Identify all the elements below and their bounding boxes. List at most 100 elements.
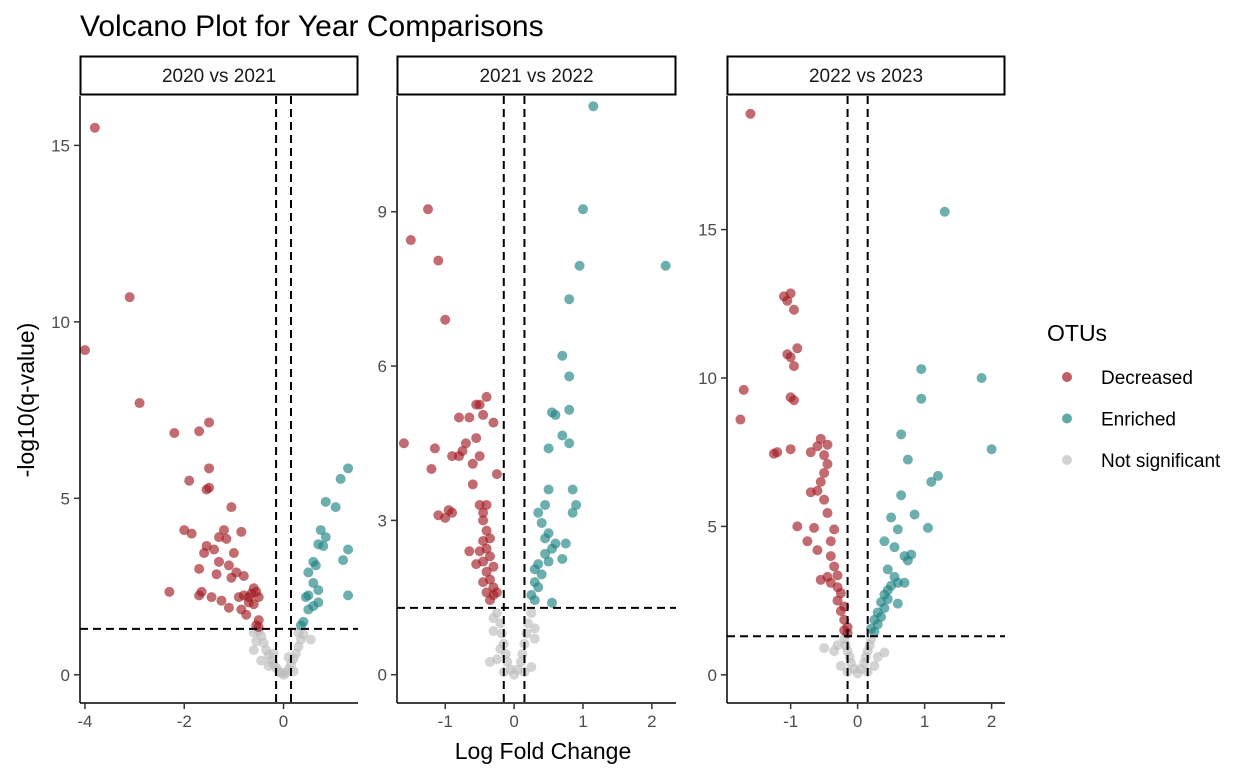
point-decreased (478, 507, 489, 518)
point-decreased (735, 414, 746, 425)
point-decreased (440, 314, 451, 325)
point-not-significant (819, 643, 830, 654)
y-tick-label: 15 (698, 221, 717, 240)
point-decreased (405, 235, 416, 246)
x-tick-label: 1 (578, 712, 587, 731)
point-decreased (835, 605, 846, 616)
point-decreased (481, 525, 492, 536)
point-not-significant (485, 656, 495, 667)
point-enriched (343, 544, 354, 555)
point-decreased (825, 551, 836, 562)
point-enriched (899, 577, 910, 588)
point-decreased (464, 412, 475, 423)
point-decreased (214, 532, 224, 543)
point-decreased (768, 448, 779, 459)
point-enriched (557, 430, 568, 441)
point-decreased (478, 535, 489, 546)
point-decreased (199, 548, 210, 559)
point-decreased (488, 417, 499, 428)
point-decreased (194, 426, 205, 437)
point-enriched (550, 409, 561, 420)
x-tick-label: -4 (77, 712, 92, 731)
facet-strip-label: 2020 vs 2021 (162, 66, 276, 87)
point-enriched (540, 548, 551, 559)
point-decreased (429, 443, 440, 454)
point-enriched (869, 626, 880, 637)
point-enriched (882, 564, 893, 575)
point-decreased (241, 609, 252, 620)
point-enriched (896, 429, 907, 440)
point-enriched (303, 567, 314, 578)
point-enriched (543, 443, 554, 454)
point-decreased (236, 526, 247, 537)
point-enriched (529, 564, 540, 575)
point-decreased (238, 570, 249, 581)
point-enriched (926, 476, 937, 487)
point-enriched (564, 294, 575, 305)
point-decreased (204, 482, 215, 493)
point-enriched (540, 499, 551, 510)
point-not-significant (488, 613, 499, 624)
point-enriched (574, 260, 585, 271)
point-decreased (221, 533, 232, 544)
y-tick-label: 0 (708, 666, 717, 685)
point-not-significant (288, 666, 299, 677)
point-decreased (447, 451, 458, 462)
point-decreased (819, 494, 830, 505)
point-enriched (547, 597, 557, 608)
point-enriched (308, 578, 319, 589)
point-decreased (829, 524, 840, 535)
point-enriched (529, 595, 540, 606)
point-enriched (892, 524, 903, 535)
point-enriched (557, 553, 568, 564)
point-decreased (80, 345, 90, 356)
point-decreased (194, 590, 205, 601)
point-enriched (343, 463, 354, 474)
point-enriched (933, 470, 944, 481)
point-decreased (184, 475, 195, 486)
point-decreased (832, 570, 843, 581)
point-not-significant (488, 625, 499, 636)
point-not-significant (872, 651, 883, 662)
point-enriched (902, 555, 913, 566)
point-enriched (564, 404, 575, 415)
point-decreased (819, 467, 830, 478)
legend-key (1062, 455, 1072, 465)
point-decreased (738, 384, 749, 395)
point-decreased (209, 544, 220, 555)
point-decreased (454, 412, 464, 423)
point-decreased (485, 551, 495, 562)
point-not-significant (305, 634, 316, 645)
legend-key (1062, 413, 1072, 424)
point-decreased (822, 508, 833, 519)
legend-key (1062, 372, 1072, 382)
point-decreased (179, 525, 190, 536)
point-enriched (338, 555, 349, 566)
points-layer (735, 108, 997, 679)
point-decreased (253, 622, 264, 633)
point-enriched (578, 204, 588, 215)
facet-strip-label: 2021 vs 2022 (479, 66, 593, 87)
point-enriched (330, 502, 341, 513)
point-decreased (474, 499, 485, 510)
point-enriched (313, 585, 324, 596)
point-decreased (206, 592, 217, 603)
point-decreased (426, 463, 437, 474)
point-decreased (788, 361, 799, 372)
point-not-significant (835, 660, 846, 671)
point-decreased (822, 459, 833, 470)
point-not-significant (529, 633, 540, 644)
point-enriched (567, 484, 578, 495)
point-not-significant (529, 623, 540, 634)
point-decreased (474, 451, 485, 462)
facet-strip-label: 2022 vs 2023 (809, 66, 923, 87)
point-decreased (186, 528, 197, 539)
y-tick-label: 15 (51, 136, 70, 155)
point-decreased (792, 521, 803, 532)
point-enriched (557, 350, 568, 361)
point-decreased (211, 569, 222, 580)
point-decreased (398, 438, 409, 449)
point-decreased (454, 451, 464, 462)
point-enriched (335, 473, 346, 484)
